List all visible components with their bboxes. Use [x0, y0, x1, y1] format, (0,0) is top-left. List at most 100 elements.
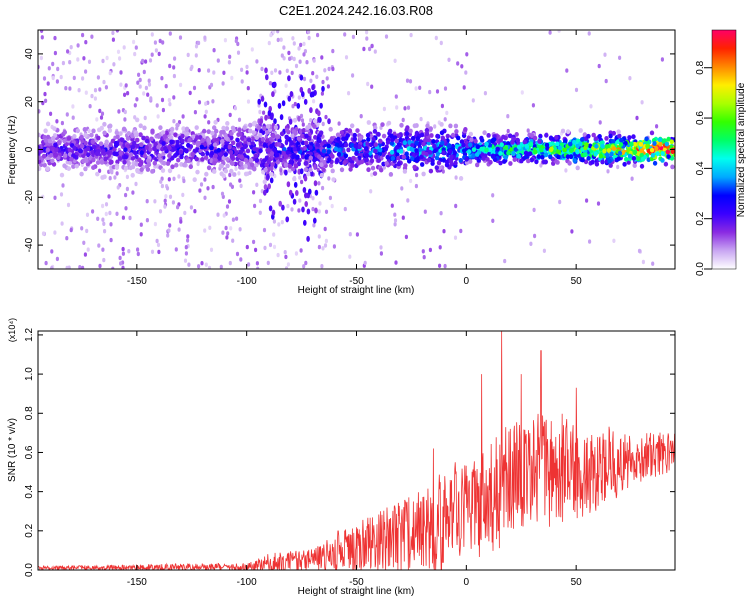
heatmap-cell: [611, 146, 617, 152]
heatmap-cell: [372, 129, 378, 134]
heatmap-cell: [630, 176, 634, 181]
spectrogram-x-tick-label: 0: [464, 276, 470, 287]
heatmap-cell: [168, 102, 172, 107]
heatmap-cell: [406, 105, 411, 110]
heatmap-cell: [221, 230, 225, 235]
heatmap-cell: [157, 51, 161, 57]
heatmap-cell: [235, 251, 240, 257]
heatmap-cell: [51, 75, 55, 81]
heatmap-cell: [102, 130, 107, 136]
heatmap-cell: [301, 91, 305, 98]
heatmap-cell: [531, 103, 536, 108]
heatmap-cell: [269, 177, 274, 184]
heatmap-cell: [308, 188, 312, 195]
heatmap-cell: [402, 169, 408, 174]
heatmap-cell: [458, 158, 463, 163]
heatmap-cell: [115, 134, 120, 140]
heatmap-cell: [47, 66, 51, 71]
heatmap-cell: [214, 128, 219, 134]
heatmap-cell: [466, 149, 472, 155]
heatmap-cell: [359, 114, 363, 119]
heatmap-cell: [382, 165, 386, 170]
heatmap-cell: [495, 146, 500, 152]
heatmap-cell: [90, 34, 94, 39]
heatmap-cell: [186, 158, 191, 164]
heatmap-cell: [262, 158, 267, 164]
heatmap-cell: [433, 124, 437, 129]
heatmap-cell: [93, 88, 98, 93]
heatmap-cell: [101, 148, 106, 154]
heatmap-cell: [53, 230, 57, 235]
heatmap-cell: [38, 147, 43, 153]
heatmap-cell: [414, 148, 419, 153]
heatmap-cell: [294, 63, 299, 69]
heatmap-cell: [43, 138, 48, 143]
heatmap-cell: [79, 134, 84, 140]
heatmap-cell: [370, 165, 376, 171]
heatmap-cell: [97, 243, 101, 248]
heatmap-cell: [202, 128, 207, 134]
heatmap-cell: [135, 97, 139, 102]
heatmap-cell: [278, 70, 282, 75]
heatmap-cell: [145, 167, 151, 172]
heatmap-cell: [529, 133, 535, 139]
heatmap-cell: [394, 94, 398, 99]
heatmap-cell: [622, 161, 627, 167]
heatmap-cell: [443, 117, 447, 122]
heatmap-cell: [575, 165, 580, 171]
snr-x-tick-label: 50: [571, 577, 583, 588]
heatmap-cell: [440, 140, 445, 146]
heatmap-cell: [627, 153, 633, 159]
heatmap-cell: [181, 114, 185, 119]
heatmap-cell: [195, 140, 200, 146]
heatmap-cell: [608, 133, 613, 139]
heatmap-cell: [69, 45, 73, 50]
heatmap-cell: [528, 151, 533, 157]
heatmap-cell: [231, 128, 237, 134]
heatmap-cell: [245, 64, 249, 70]
heatmap-cell: [450, 132, 456, 138]
heatmap-cell: [302, 52, 306, 57]
heatmap-cell: [533, 233, 537, 239]
heatmap-cell: [281, 150, 286, 156]
heatmap-cell: [414, 140, 419, 146]
heatmap-cell: [118, 56, 122, 61]
heatmap-cell: [119, 261, 123, 266]
heatmap-cell: [146, 158, 151, 164]
heatmap-cell: [313, 164, 317, 170]
heatmap-cell: [282, 147, 287, 152]
heatmap-cell: [608, 163, 613, 168]
heatmap-cell: [443, 86, 448, 91]
heatmap-cell: [57, 140, 62, 146]
heatmap-cell: [174, 162, 179, 168]
heatmap-cell: [277, 138, 282, 144]
heatmap-cell: [62, 129, 67, 135]
heatmap-cell: [138, 84, 142, 89]
heatmap-cell: [558, 199, 562, 205]
heatmap-cell: [639, 148, 644, 154]
heatmap-cell: [277, 102, 282, 109]
heatmap-cell: [91, 128, 96, 134]
heatmap-cell: [423, 138, 428, 143]
heatmap-cell: [172, 119, 176, 124]
heatmap-cell: [432, 143, 437, 149]
heatmap-cell: [173, 132, 178, 138]
snr-trace: [38, 331, 675, 570]
heatmap-cell: [390, 203, 394, 208]
heatmap-cell: [368, 46, 372, 52]
heatmap-cell: [55, 256, 60, 262]
heatmap-cell: [384, 161, 389, 166]
heatmap-cell: [632, 141, 637, 147]
heatmap-cell: [181, 192, 185, 198]
heatmap-cell: [139, 222, 143, 227]
heatmap-cell: [236, 132, 241, 138]
heatmap-cell: [297, 46, 301, 51]
heatmap-cell: [329, 136, 335, 142]
heatmap-cell: [123, 147, 128, 153]
heatmap-cell: [109, 222, 113, 227]
heatmap-cell: [229, 182, 233, 187]
heatmap-cell: [290, 207, 294, 212]
heatmap-cell: [562, 147, 567, 153]
heatmap-cell: [221, 155, 227, 161]
heatmap-cell: [211, 184, 215, 190]
